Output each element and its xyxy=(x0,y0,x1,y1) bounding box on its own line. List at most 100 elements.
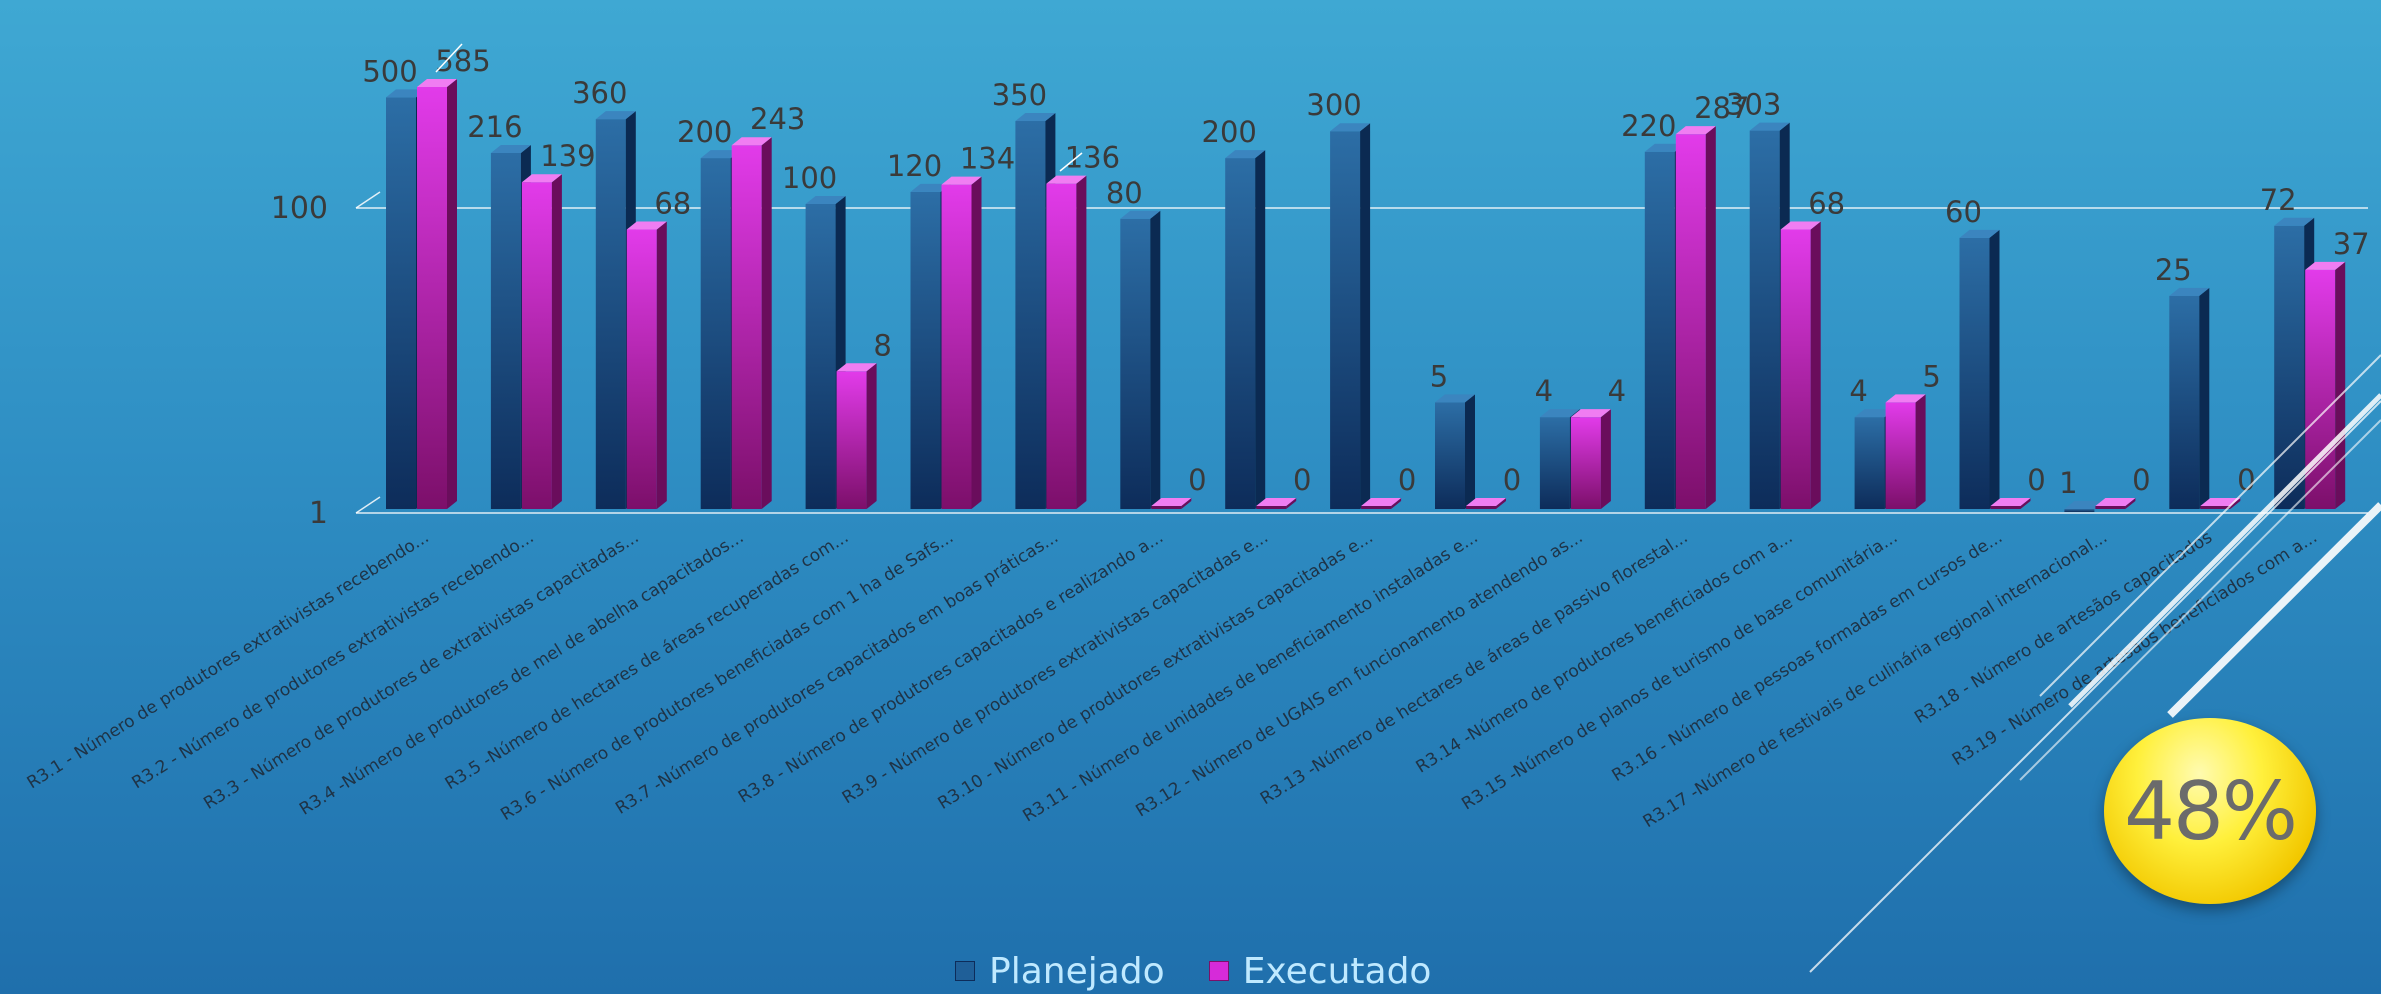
data-label-extra: 25 xyxy=(2155,253,2192,287)
bar-executado-front xyxy=(1675,134,1706,509)
data-label-executado: 0 xyxy=(1398,463,1416,497)
data-label-planejado: 72 xyxy=(2260,183,2297,217)
data-label-executado: 287 xyxy=(1694,91,1749,125)
bar-planejado xyxy=(1120,210,1161,509)
data-label-planejado: 220 xyxy=(1621,109,1676,143)
bar-planejado-front xyxy=(1435,402,1465,509)
bar-planejado-side xyxy=(1255,150,1266,509)
bar-executado-side xyxy=(971,176,982,509)
legend-item-planejado: Planejado xyxy=(955,951,1165,992)
percentage-badge: 48% xyxy=(2104,718,2316,904)
bar-executado-front xyxy=(1361,506,1392,509)
bar-planejado-top xyxy=(595,111,636,120)
bar-planejado-top xyxy=(386,89,426,98)
bar-planejado-front xyxy=(490,152,521,510)
bar-executado xyxy=(1675,126,1716,510)
bar-planejado-top xyxy=(700,150,741,159)
bar-planejado xyxy=(1225,150,1266,509)
data-label-executado: 0 xyxy=(1503,463,1521,497)
bar-executado-top xyxy=(417,79,457,88)
data-label-executado: 585 xyxy=(435,44,490,78)
bar-executado-side xyxy=(447,79,457,509)
bar-executado-front xyxy=(2305,269,2336,509)
bar-executado xyxy=(1780,221,1821,509)
bar-planejado-front xyxy=(2169,295,2200,509)
bar-executado-side xyxy=(1705,126,1716,510)
bar-planejado-top xyxy=(1959,229,2000,238)
data-label-planejado: 5 xyxy=(1430,359,1448,393)
data-label-executado: 37 xyxy=(2333,227,2370,261)
bar-executado-top xyxy=(836,363,877,372)
bar-executado-side xyxy=(1810,221,1821,509)
bar-executado xyxy=(1361,498,1402,509)
bar-executado xyxy=(1256,498,1297,509)
bar-planejado-top xyxy=(1225,150,1266,159)
bar-executado-top xyxy=(2305,261,2346,270)
bar-planejado-top xyxy=(490,144,531,153)
bar-executado-top xyxy=(1570,409,1611,418)
bar-executado-top xyxy=(1466,498,1506,506)
legend-label-executado: Executado xyxy=(1242,950,1432,992)
bar-planejado-front xyxy=(805,204,836,509)
bar-planejado-front xyxy=(2274,225,2305,510)
bar-executado-top xyxy=(1675,126,1716,135)
data-label-planejado: 500 xyxy=(362,54,417,88)
data-label-executado: 134 xyxy=(960,142,1015,176)
bar-planejado xyxy=(2169,287,2210,509)
bar-executado-front xyxy=(1466,506,1496,509)
data-label-planejado: 200 xyxy=(1202,115,1257,149)
chart-legend: Planejado Executado xyxy=(955,948,1431,994)
bar-executado-top xyxy=(1151,498,1192,506)
bar-executado-top xyxy=(1780,221,1821,230)
category-label: R3.5 -Número de hectares de áreas recupe… xyxy=(442,527,853,794)
bar-planejado-front xyxy=(1539,417,1570,509)
bar-planejado-top xyxy=(1539,409,1580,418)
bar-executado-front xyxy=(836,371,867,509)
bar-executado-front xyxy=(1990,506,2021,509)
category-label: R3.1 - Número de produtores extrativista… xyxy=(24,527,433,793)
bar-planejado-front xyxy=(1854,417,1885,509)
bar-executado-side xyxy=(761,137,772,509)
bar-executado-side xyxy=(1076,175,1087,509)
data-label-executado: 68 xyxy=(654,187,691,221)
badge-text: 48% xyxy=(2124,764,2298,858)
bar-executado-side xyxy=(1286,498,1297,509)
leader-line xyxy=(435,43,463,73)
data-label-executado: 0 xyxy=(1188,463,1206,497)
leader-line xyxy=(1059,152,1083,172)
data-label-planejado: 60 xyxy=(1945,195,1982,229)
bar-executado-front xyxy=(1885,402,1916,509)
data-label-executado: 0 xyxy=(2132,463,2150,497)
bar-executado-side xyxy=(551,174,562,509)
bar-planejado-front xyxy=(1330,131,1361,509)
bar-planejado-front xyxy=(1644,151,1675,509)
bar-executado-side xyxy=(866,363,877,509)
bar-executado xyxy=(521,174,562,509)
data-label-executado: 136 xyxy=(1065,141,1120,175)
bar-planejado-top xyxy=(1644,143,1685,152)
bar-executado-top xyxy=(1256,498,1297,506)
bar-planejado-front xyxy=(1015,121,1046,509)
data-label-executado: 8 xyxy=(873,328,891,362)
category-label: R3.16 - Número de pessoas formadas em cu… xyxy=(1609,527,2007,786)
bar-planejado-top xyxy=(1330,123,1371,132)
bar-executado-top xyxy=(941,176,982,185)
bar-executado-front xyxy=(1780,229,1811,509)
bar-planejado-top xyxy=(1435,394,1475,403)
bar-planejado-side xyxy=(1150,210,1161,509)
bar-executado xyxy=(1466,498,1506,509)
legend-item-executado: Executado xyxy=(1208,950,1432,992)
bar-executado-front xyxy=(1046,183,1077,509)
bar-planejado-front xyxy=(1959,237,1990,509)
legend-label-planejado: Planejado xyxy=(989,950,1165,992)
data-label-planejado: 216 xyxy=(467,110,522,144)
bar-executado-top xyxy=(1046,175,1087,184)
bar-planejado-top xyxy=(1749,122,1790,131)
bar-executado-top xyxy=(521,174,562,183)
data-label-planejado: 350 xyxy=(992,78,1047,112)
bar-executado-top xyxy=(1361,498,1402,506)
bar-executado xyxy=(1570,409,1611,509)
y-tick-label: 1 xyxy=(309,496,328,531)
data-label-planejado: 303 xyxy=(1726,88,1781,122)
bar-planejado-front xyxy=(2064,509,2095,512)
